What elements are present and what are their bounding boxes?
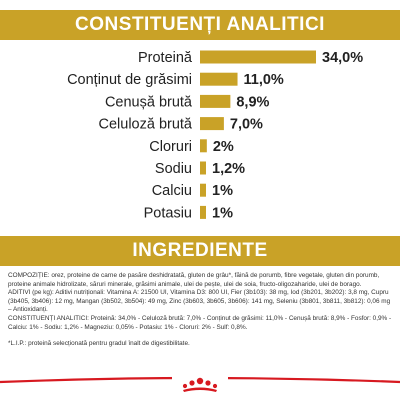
category-label: Celuloză brută [99,117,193,133]
additives-paragraph: ADITIVI (pe kg): Aditivi nutriționali: V… [8,289,391,314]
analytic-constituents-banner: CONSTITUENȚI ANALITICI [0,10,400,40]
value-label: 1,2% [212,161,245,177]
analytic-paragraph: CONSTITUENȚI ANALITICI: Proteină: 34,0% … [8,314,392,331]
value-label: 2% [213,139,234,155]
bar [200,161,206,175]
category-label: Potasiu [144,205,192,221]
analytic-constituents-chart: Proteină 34,0% Conținut de grăsimi 11,0% Cen… [67,50,363,221]
lip-note: *L.I.P.: proteină selecționată pentru gr… [8,340,190,348]
category-label: Proteină [138,50,193,66]
bar [200,183,206,197]
value-label: 1% [212,205,233,221]
bar [200,50,316,64]
category-label: Cloruri [149,139,192,155]
category-label: Conținut de grăsimi [67,72,192,88]
bar [200,72,238,86]
bar [200,117,224,131]
value-label: 8,9% [236,94,269,110]
composition-paragraph: COMPOZIȚIE: orez, proteine de carne de p… [8,272,380,288]
value-label: 7,0% [230,117,263,133]
bar [200,94,231,108]
category-label: Cenușă brută [105,94,193,110]
bar [200,205,206,219]
bar [200,139,207,153]
ingredients-banner: INGREDIENTE [0,236,400,266]
royal-canin-crown-icon [172,374,228,394]
category-label: Sodiu [155,161,192,177]
ingredients-title: INGREDIENTE [132,240,268,261]
value-label: 11,0% [244,72,284,88]
ingredients-text: COMPOZIȚIE: orez, proteine de carne de p… [8,272,394,349]
category-label: Calciu [152,183,192,199]
analytic-constituents-title: CONSTITUENȚI ANALITICI [75,14,325,35]
value-label: 34,0% [322,50,363,66]
value-label: 1% [212,183,233,199]
